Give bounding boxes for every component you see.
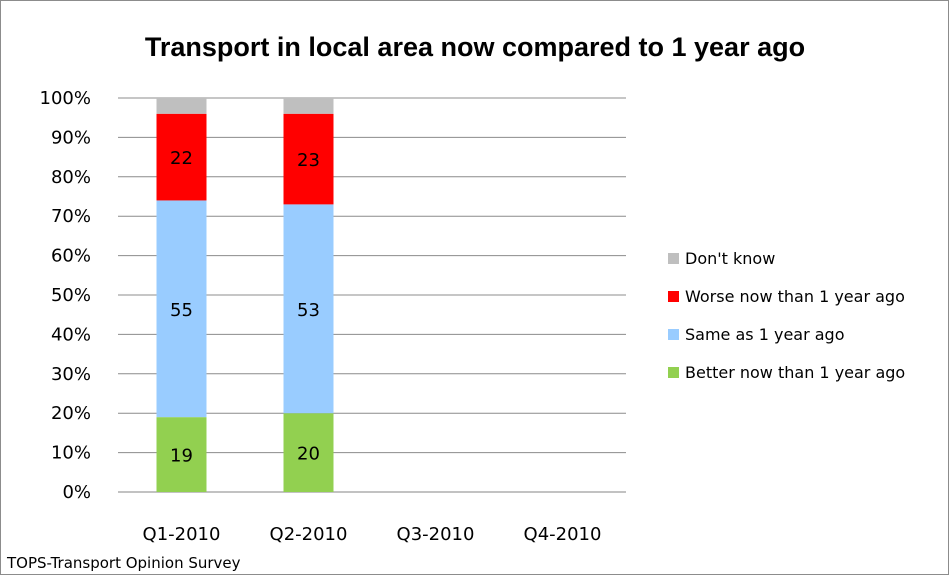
y-tick-label: 40% [51,324,91,345]
y-tick-label: 80% [51,167,91,188]
y-tick-label: 0% [62,482,91,503]
bar-segment [156,98,207,114]
legend-swatch [668,253,679,264]
x-tick-label: Q4-2010 [524,524,602,545]
bar-segment [156,113,207,201]
y-tick-label: 90% [51,127,91,148]
data-label: 53 [297,300,320,321]
y-tick-label: 20% [51,403,91,424]
y-axis-ticks: 0% 10% 20% 30% 40% 50% 60% 70% 80% 90% 100% [40,88,91,503]
legend-label: Same as 1 year ago [685,325,845,344]
data-label: 20 [297,444,320,465]
y-tick-label: 70% [51,206,91,227]
data-label: 22 [170,148,193,169]
data-label: 19 [170,446,193,467]
bar-segment [156,200,207,418]
bar-segment [283,98,334,114]
bar-segment [283,113,334,205]
bars: 19 55 22 20 53 23 [156,98,334,492]
bar-segment [156,417,207,492]
legend-label: Worse now than 1 year ago [685,287,905,306]
bar-segment [283,204,334,414]
y-tick-label: 10% [51,443,91,464]
x-tick-label: Q2-2010 [270,524,348,545]
chart-title: Transport in local area now compared to … [145,32,805,62]
x-axis-ticks: Q1-2010 Q2-2010 Q3-2010 Q4-2010 [143,524,602,545]
legend-swatch [668,291,679,302]
y-tick-label: 50% [51,285,91,306]
legend-swatch [668,367,679,378]
legend-swatch [668,329,679,340]
y-tick-label: 60% [51,246,91,267]
data-label: 55 [170,300,193,321]
x-tick-label: Q1-2010 [143,524,221,545]
y-tick-label: 100% [40,88,91,109]
bar-segment [283,413,334,492]
legend-label: Better now than 1 year ago [685,363,905,382]
legend-label: Don't know [685,249,775,268]
legend: Don't know Worse now than 1 year ago Same … [668,249,905,382]
x-tick-label: Q3-2010 [397,524,475,545]
source-note: TOPS-Transport Opinion Survey [6,554,241,572]
y-tick-label: 30% [51,364,91,385]
data-label: 23 [297,150,320,171]
